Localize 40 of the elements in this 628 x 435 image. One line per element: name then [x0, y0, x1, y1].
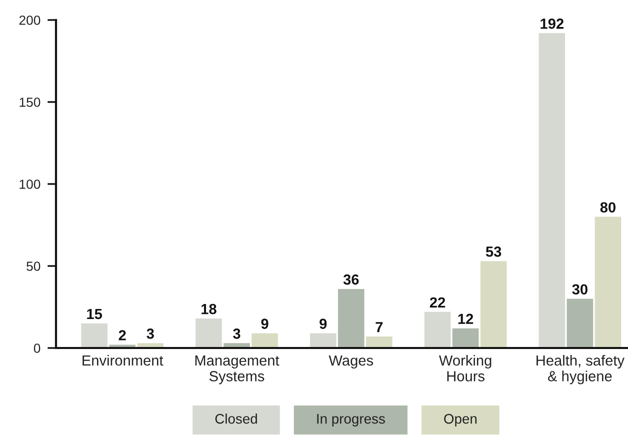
bar	[81, 323, 108, 348]
text: In progress	[317, 414, 385, 426]
data-label: 53	[486, 246, 502, 257]
data-label: 192	[540, 18, 564, 29]
bar	[594, 216, 622, 348]
bar	[452, 328, 479, 348]
y-tick-label: 100	[20, 180, 40, 189]
data-label: 9	[320, 318, 327, 329]
x-tick-label: Management Systems	[195, 355, 280, 384]
data-label: 15	[87, 308, 102, 320]
y-tick-label: 200	[19, 16, 40, 25]
bar	[566, 298, 594, 348]
y-tick-label: 0	[34, 344, 40, 353]
data-label: 12	[458, 314, 474, 324]
bar	[538, 33, 566, 348]
data-label: 9	[261, 318, 268, 329]
data-label: 36	[343, 274, 359, 285]
bar	[480, 261, 507, 348]
x-tick-label: Wages	[328, 355, 374, 369]
y-tick-label: 150	[20, 98, 40, 107]
x-tick-label: Working Hours	[439, 354, 492, 382]
x-tick-label: Health, safety & hygiene	[536, 354, 625, 384]
bar	[196, 318, 222, 348]
data-label: 80	[600, 202, 616, 213]
data-label: 30	[572, 284, 588, 295]
data-label: 18	[202, 304, 216, 314]
data-label: 22	[430, 297, 446, 308]
bar	[310, 333, 336, 348]
bar	[366, 336, 392, 348]
text: Open	[444, 414, 477, 426]
text: Closed	[215, 414, 257, 424]
data-label: 3	[233, 328, 240, 339]
bar	[252, 333, 278, 348]
data-label: 2	[118, 330, 126, 340]
data-label: 3	[146, 328, 154, 339]
data-label: 7	[376, 322, 383, 332]
bar	[424, 312, 451, 348]
x-tick-label: Environment	[82, 354, 164, 366]
bar	[338, 288, 364, 348]
y-tick-label: 50	[26, 262, 40, 271]
